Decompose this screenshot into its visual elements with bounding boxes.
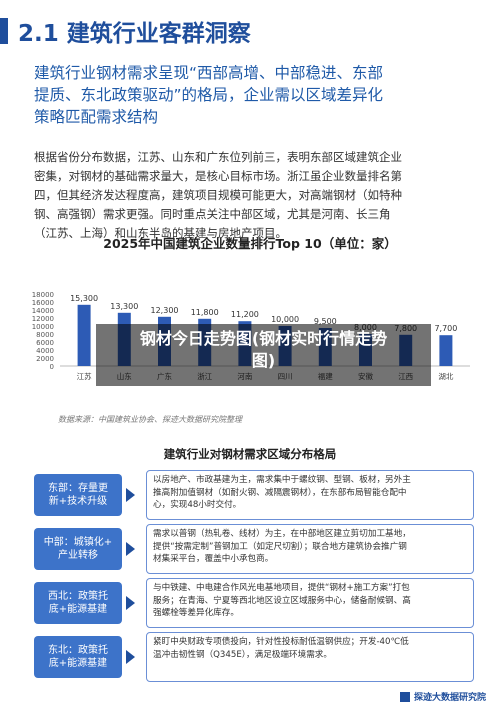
source-note: 数据来源：中国建筑业协会、探迹大数据研究院整理: [58, 415, 242, 424]
desc-line: 服务；在青海、宁夏等西北地区设立区域服务中心，储备耐候钢、高: [153, 595, 411, 606]
y-tick-label: 4000: [36, 347, 54, 355]
region-row-northeast: 东北：政策托 底+能源基建 紧盯中央财政专项债投向，针对性投标耐低温钢供应；开发-…: [34, 632, 474, 682]
data-label: 13,300: [110, 302, 138, 311]
y-tick-label: 14000: [32, 307, 54, 315]
body-line: 钢、高强钢）需求更强。同时重点关注中部区域，尤其是河南、长三角: [34, 207, 391, 221]
region-row-central: 中部：城镇化+ 产业转移 需求以普钢（热轧卷、线材）为主，在中部地区建立剪切加工基…: [34, 524, 474, 574]
arrow-right-icon: [126, 596, 135, 610]
x-tick-label: 江苏: [77, 371, 92, 381]
body-paragraph: 根据省份分布数据，江苏、山东和广东位列前三，表明东部区域建筑企业 密集，对钢材的…: [34, 148, 474, 243]
arrow-right-icon: [126, 488, 135, 502]
data-label: 7,700: [434, 324, 457, 333]
body-line: 密集，对钢材的基础需求量大，是核心目标市场。浙江虽企业数量排名第: [34, 169, 402, 183]
y-tick-label: 0: [50, 363, 54, 371]
region-row-east: 东部：存量更 新+技术升级 以房地产、市政基建为主，需求集中于螺纹钢、型钢、板材，…: [34, 470, 474, 520]
region-label-line: 东部：存量更: [48, 483, 108, 494]
region-row-northwest: 西北：政策托 底+能源基建 与中铁建、中电建合作风光电基地项目，提供“钢材+施工方…: [34, 578, 474, 628]
data-label: 15,300: [70, 294, 98, 303]
overlay-text: 钢材今日走势图(钢材实时行情走势 图): [100, 328, 427, 372]
region-label-line: 西北：政策托: [48, 591, 108, 602]
y-tick-label: 12000: [32, 315, 54, 323]
brand-logo-icon: [399, 691, 410, 702]
brand-name: 探迹大数据研究院: [413, 693, 486, 703]
region-label: 东部：存量更 新+技术升级: [34, 474, 122, 516]
headline-line: 建筑行业钢材需求呈现“西部高增、中部稳进、东部: [34, 64, 384, 82]
body-line: 四，但其经济发达程度高，建筑项目规模可能更大，对高端钢材（如特种: [34, 188, 402, 202]
desc-line: 需求以普钢（热轧卷、线材）为主，在中部地区建立剪切加工基地，: [153, 529, 411, 539]
footer-brand: 探迹大数据研究院: [399, 690, 486, 703]
region-description: 与中铁建、中电建合作风光电基地项目，提供“钢材+施工方案”打包 服务；在青海、宁…: [146, 578, 474, 628]
region-label-line: 中部：城镇化+: [43, 537, 113, 548]
region-description: 以房地产、市政基建为主，需求集中于螺纹钢、型钢、板材，另外主 推高附加值钢材（如…: [146, 470, 474, 520]
headline: 建筑行业钢材需求呈现“西部高增、中部稳进、东部 提质、东北政策驱动”的格局，企业…: [34, 62, 484, 128]
region-description: 紧盯中央财政专项债投向，针对性投标耐低温钢供应；开发-40℃低 温冲击韧性钢（Q…: [146, 632, 474, 682]
arrow-right-icon: [126, 542, 135, 556]
region-label-line: 底+能源基建: [48, 658, 108, 669]
desc-line: 材集采平台，覆盖中小承包商。: [153, 554, 274, 564]
headline-line: 策略匹配需求结构: [34, 108, 159, 126]
region-label-line: 新+技术升级: [48, 496, 108, 507]
headline-line: 提质、东北政策驱动”的格局，企业需以区域差异化: [34, 86, 384, 104]
region-label-line: 东北：政策托: [48, 645, 108, 656]
overlay-line: 钢材今日走势图(钢材实时行情走势: [139, 329, 388, 348]
y-tick-label: 16000: [32, 299, 54, 307]
desc-line: 与中铁建、中电建合作风光电基地项目，提供“钢材+施工方案”打包: [153, 583, 410, 593]
desc-line: 心，实现48小时交付。: [153, 500, 242, 510]
page-title: 2.1 建筑行业客群洞察: [18, 21, 251, 47]
data-label: 10,000: [271, 315, 299, 324]
overlay-line: 图): [251, 351, 276, 370]
region-description: 需求以普钢（热轧卷、线材）为主，在中部地区建立剪切加工基地， 提供“按需定制”普…: [146, 524, 474, 574]
y-tick-label: 18000: [32, 291, 54, 299]
body-line: （江苏、上海）和山东半岛的基建与房地产项目。: [34, 226, 287, 240]
desc-line: 紧盯中央财政专项债投向，针对性投标耐低温钢供应；开发-40℃低: [153, 637, 409, 647]
desc-line: 推高附加值钢材（如耐火钢、减隔震钢材），在东部布局智能仓配中: [153, 487, 407, 498]
desc-line: 温冲击韧性钢（Q345E），满足极端环境需求。: [153, 649, 332, 660]
data-label: 9,500: [314, 317, 337, 326]
bar: [77, 304, 91, 366]
table-title: 建筑行业对钢材需求区域分布格局: [163, 447, 337, 461]
y-tick-label: 10000: [32, 323, 54, 331]
chart-title: 2025年中国建筑企业数量排行Top 10（单位：家）: [103, 236, 397, 251]
overlay-banner: [96, 324, 431, 386]
data-label: 11,200: [231, 310, 259, 319]
y-tick-label: 2000: [36, 355, 54, 363]
bar: [439, 335, 453, 366]
x-tick-label: 湖北: [438, 372, 453, 381]
data-label: 11,800: [191, 308, 219, 317]
y-tick-label: 8000: [36, 331, 54, 339]
region-label-line: 产业转移: [57, 550, 98, 561]
region-label: 西北：政策托 底+能源基建: [34, 582, 122, 624]
region-label: 中部：城镇化+ 产业转移: [34, 528, 122, 570]
desc-line: 以房地产、市政基建为主，需求集中于螺纹钢、型钢、板材，另外主: [153, 475, 411, 485]
desc-line: 提供“按需定制”普钢加工（如定尺切割）；联合地方建筑协会推广钢: [153, 541, 407, 552]
title-accent-bar: [0, 18, 8, 44]
desc-line: 强螺栓等差异化库存。: [153, 608, 239, 618]
y-tick-label: 6000: [36, 339, 54, 347]
data-label: 12,300: [151, 306, 179, 315]
arrow-right-icon: [126, 650, 135, 664]
region-label: 东北：政策托 底+能源基建: [34, 636, 122, 678]
region-label-line: 底+能源基建: [48, 604, 108, 615]
body-line: 根据省份分布数据，江苏、山东和广东位列前三，表明东部区域建筑企业: [34, 150, 402, 164]
